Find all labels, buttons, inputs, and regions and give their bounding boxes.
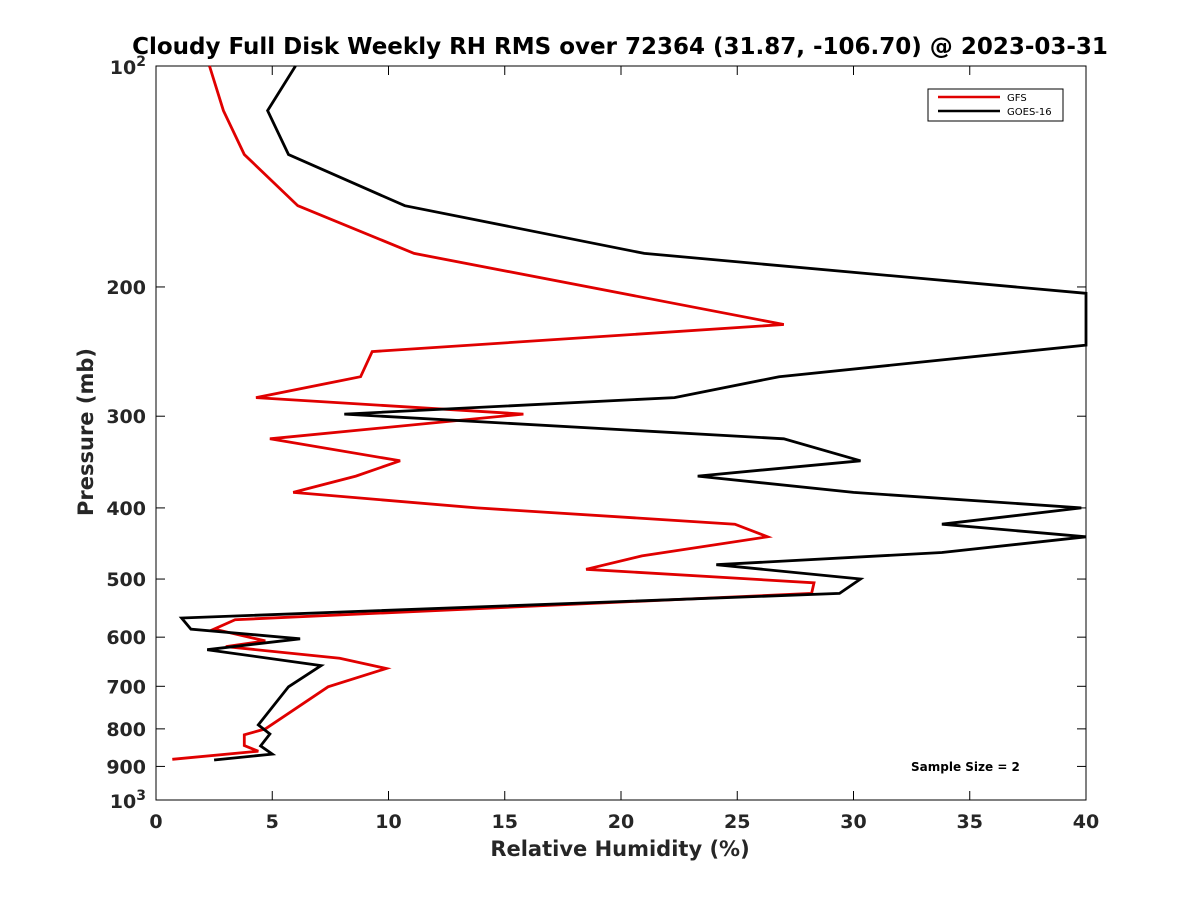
y-tick-label-exponent: 2 (136, 54, 146, 70)
x-axis: 0 5 10 15 20 25 30 35 40 (149, 66, 1099, 833)
x-tick-label: 30 (840, 811, 866, 833)
series-line-goes-16 (178, 65, 1088, 762)
y-tick-label: 500 (106, 569, 146, 591)
y-tick-label: 800 (106, 719, 146, 741)
sample-size-annotation: Sample Size = 2 (911, 760, 1020, 774)
y-tick-label: 103 (110, 788, 146, 813)
x-tick-label: 10 (375, 811, 401, 833)
series-layer (172, 65, 1088, 762)
x-tick-label: 0 (149, 811, 162, 833)
chart-title: Cloudy Full Disk Weekly RH RMS over 7236… (132, 34, 1108, 60)
x-tick-label: 25 (724, 811, 750, 833)
x-tick-label: 40 (1073, 811, 1099, 833)
legend-label-goes-16: GOES-16 (1007, 107, 1052, 118)
x-tick-label: 15 (492, 811, 518, 833)
x-tick-label: 5 (266, 811, 279, 833)
y-tick-label: 102 (110, 54, 146, 79)
y-tick-label: 700 (106, 676, 146, 698)
x-axis-label: Relative Humidity (%) (490, 837, 749, 861)
x-tick-label: 35 (957, 811, 983, 833)
x-tick-label: 20 (608, 811, 634, 833)
y-tick-label: 400 (106, 498, 146, 520)
y-tick-label: 300 (106, 406, 146, 428)
y-tick-label-exponent: 3 (136, 788, 146, 804)
y-tick-label-base: 10 (110, 57, 136, 79)
legend: GFS GOES-16 (927, 88, 1064, 122)
y-tick-label: 600 (106, 627, 146, 649)
legend-label-gfs: GFS (1007, 93, 1027, 104)
y-tick-label: 900 (106, 756, 146, 778)
y-tick-label-base: 10 (110, 791, 136, 813)
y-axis-label: Pressure (mb) (74, 348, 98, 516)
y-tick-label: 200 (106, 277, 146, 299)
legend-box (927, 88, 1064, 122)
series-line-gfs (172, 65, 816, 761)
